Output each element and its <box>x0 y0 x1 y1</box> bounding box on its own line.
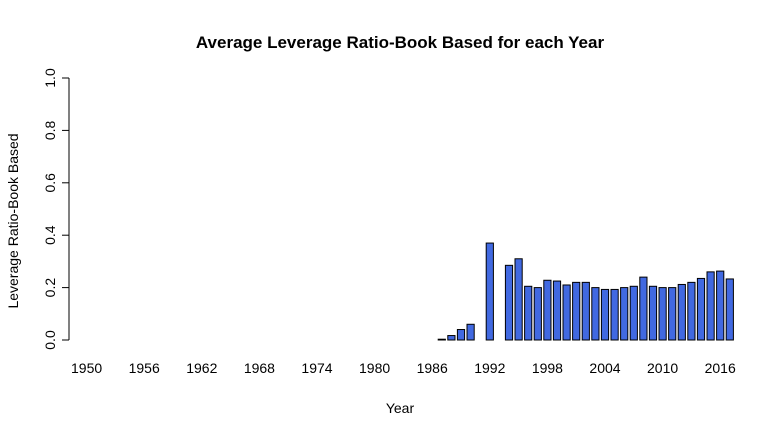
bar-2007 <box>629 285 638 341</box>
x-tick-label: 2004 <box>589 360 620 376</box>
x-tick-label: 1986 <box>417 360 448 376</box>
bar-2002 <box>581 281 590 341</box>
x-tick-label: 2016 <box>705 360 736 376</box>
x-tick-label: 1962 <box>186 360 217 376</box>
bar-2012 <box>677 283 686 341</box>
x-tick-label: 1968 <box>244 360 275 376</box>
x-tick-label: 1956 <box>129 360 160 376</box>
bar-2005 <box>610 288 619 341</box>
bar-2006 <box>620 287 629 341</box>
bar-1997 <box>533 287 542 341</box>
y-tick-label: 0.0 <box>42 330 58 350</box>
y-tick-label: 1.0 <box>42 68 58 88</box>
bar-2017 <box>725 278 734 341</box>
bar-1994 <box>504 264 514 341</box>
bar-2013 <box>687 281 696 341</box>
x-tick-label: 2010 <box>647 360 678 376</box>
y-tick-label: 0.2 <box>42 278 58 298</box>
bar-2000 <box>562 284 571 341</box>
x-tick-label: 1998 <box>532 360 563 376</box>
bar-1995 <box>514 258 523 341</box>
x-tick-label: 1992 <box>474 360 505 376</box>
bar-2016 <box>716 270 725 341</box>
bar-2015 <box>706 271 715 341</box>
x-tick-label: 1980 <box>359 360 390 376</box>
bar-2008 <box>639 276 648 341</box>
bar-1988 <box>447 335 456 341</box>
bar-1998 <box>543 279 552 341</box>
y-tick-label: 0.6 <box>42 173 58 193</box>
bar-2010 <box>658 287 667 341</box>
bar-1987 <box>437 338 446 341</box>
x-tick-label: 1974 <box>301 360 332 376</box>
bar-2014 <box>696 277 706 341</box>
bar-2009 <box>648 285 658 341</box>
x-tick-labels: 1950 1956 1962 1968 1974 1980 1986 1992 1998 2004… <box>71 360 736 376</box>
bar-2003 <box>591 287 600 341</box>
bar-1989 <box>456 329 466 341</box>
y-axis: 0.0 0.2 0.4 0.6 0.8 1.0 <box>42 68 70 350</box>
y-axis-label: Leverage Ratio-Book Based <box>5 133 21 308</box>
bar-1996 <box>524 285 533 341</box>
bar-2004 <box>600 288 610 341</box>
y-tick-label: 0.8 <box>42 120 58 140</box>
chart-title: Average Leverage Ratio-Book Based for ea… <box>196 33 605 52</box>
bar-1990 <box>466 323 475 341</box>
bar-2011 <box>668 287 677 341</box>
x-axis-label: Year <box>386 400 415 416</box>
bar-1999 <box>552 280 562 341</box>
bar-2001 <box>572 281 581 341</box>
x-tick-label: 1950 <box>71 360 102 376</box>
bar-1992 <box>485 242 494 341</box>
bars <box>437 242 734 341</box>
y-tick-label: 0.4 <box>42 225 58 245</box>
